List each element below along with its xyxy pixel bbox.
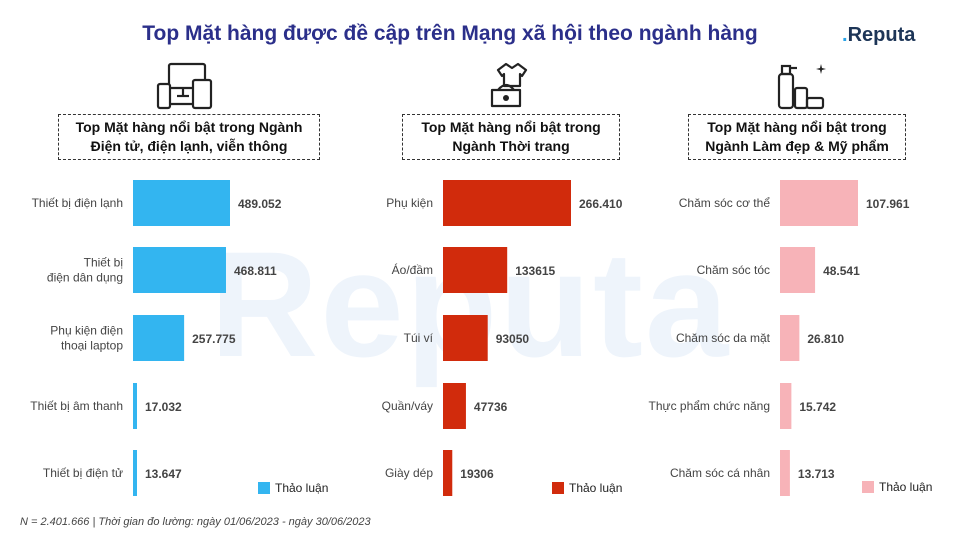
legend-swatch [862, 481, 874, 493]
category-label: Thực phẩm chức năng [649, 399, 770, 413]
page-title: Top Mặt hàng được đề cập trên Mạng xã hộ… [142, 22, 758, 45]
value-label: 47736 [474, 400, 508, 414]
bar [133, 180, 230, 226]
value-label: 107.961 [866, 197, 910, 211]
bar [780, 450, 790, 496]
value-label: 468.811 [234, 264, 277, 278]
chart-title-box: Top Mặt hàng nổi bật trong Ngành Thời tra… [402, 114, 620, 160]
value-label: 257.775 [192, 332, 236, 346]
category-label: thoại laptop [61, 339, 123, 353]
bar-chart-0: 489.052 Thiết bị điện lạnh 468.811 Thiết bị… [30, 180, 282, 496]
bar [133, 315, 185, 361]
chart-panel-fashion: Top Mặt hàng nổi bật trong Ngành Thời tra… [330, 60, 630, 500]
legend-swatch [258, 482, 270, 494]
legend-swatch [552, 482, 564, 494]
chart-title-line-2: Ngành Làm đẹp & Mỹ phẩm [705, 138, 889, 154]
chart-panel-electronics: Top Mặt hàng nổi bật trong Ngành Điện tử,… [20, 60, 320, 500]
devices-icon [156, 62, 213, 110]
chart-title-line-1: Top Mặt hàng nổi bật trong [421, 119, 601, 135]
legend: Thảo luận [552, 481, 622, 495]
bar [443, 315, 488, 361]
bar [133, 383, 137, 429]
category-label: Quần/váy [382, 399, 433, 413]
category-label: Thiết bị điện lạnh [32, 196, 123, 210]
category-label: Thiết bị điện tử [43, 466, 123, 480]
category-label: Phụ kiện điện [50, 324, 123, 338]
chart-title-line-1: Top Mặt hàng nổi bật trong [707, 119, 887, 135]
category-label: Chăm sóc cá nhân [670, 466, 770, 480]
reputa-logo: .Reputa [842, 24, 915, 47]
value-label: 13.713 [798, 467, 835, 481]
bar [780, 315, 800, 361]
chart-title-line-2: Ngành Thời trang [452, 138, 570, 154]
value-label: 266.410 [579, 197, 623, 211]
category-label: Chăm sóc da mặt [676, 331, 771, 345]
legend-label: Thảo luận [879, 480, 933, 494]
bar [780, 180, 858, 226]
value-label: 133615 [515, 264, 555, 278]
category-label: Áo/đầm [392, 262, 433, 277]
chart-title-line-2: Điện tử, điện lạnh, viễn thông [90, 138, 288, 154]
bar [443, 247, 508, 293]
bar [133, 450, 137, 496]
cosmetics-icon [777, 64, 826, 110]
value-label: 48.541 [823, 264, 860, 278]
logo-dot: . [842, 24, 848, 46]
chart-panel-beauty: Top Mặt hàng nổi bật trong Ngành Làm đẹp … [640, 60, 940, 500]
value-label: 26.810 [807, 332, 844, 346]
bar [443, 450, 453, 496]
chart-title-line-1: Top Mặt hàng nổi bật trong Ngành [75, 119, 303, 135]
value-label: 489.052 [238, 197, 282, 211]
category-label: Phụ kiện [386, 196, 433, 210]
clothing-icon [490, 62, 528, 108]
bar [780, 383, 792, 429]
legend: Thảo luận [258, 481, 328, 495]
category-label: Thiết bị [84, 256, 123, 270]
bar [443, 180, 571, 226]
category-label: Giày dép [385, 466, 433, 480]
value-label: 93050 [496, 332, 530, 346]
bar-chart-1: 266.410 Phụ kiện 133615 Áo/đầm 93050 Túi ví 47… [382, 180, 623, 496]
chart-title-box: Top Mặt hàng nổi bật trong Ngành Làm đẹp … [688, 114, 906, 160]
logo-text: Reputa [847, 24, 916, 46]
category-label: điện dân dụng [47, 271, 123, 285]
bar-chart-2: 107.961 Chăm sóc cơ thể 48.541 Chăm sóc tóc… [649, 180, 910, 496]
legend: Thảo luận [862, 480, 932, 494]
value-label: 19306 [460, 467, 494, 481]
value-label: 13.647 [145, 467, 182, 481]
category-label: Thiết bị âm thanh [30, 399, 123, 413]
value-label: 17.032 [145, 400, 182, 414]
category-label: Chăm sóc cơ thể [679, 196, 771, 210]
bar [133, 247, 226, 293]
footnote: N = 2.401.666 | Thời gian đo lường: ngày… [20, 516, 371, 528]
chart-title-box: Top Mặt hàng nổi bật trong Ngành Điện tử,… [58, 114, 320, 160]
bar [443, 383, 466, 429]
legend-label: Thảo luận [275, 481, 329, 495]
category-label: Túi ví [404, 331, 434, 345]
category-label: Chăm sóc tóc [697, 263, 770, 277]
legend-label: Thảo luận [569, 481, 623, 495]
value-label: 15.742 [799, 400, 836, 414]
bar [780, 247, 816, 293]
